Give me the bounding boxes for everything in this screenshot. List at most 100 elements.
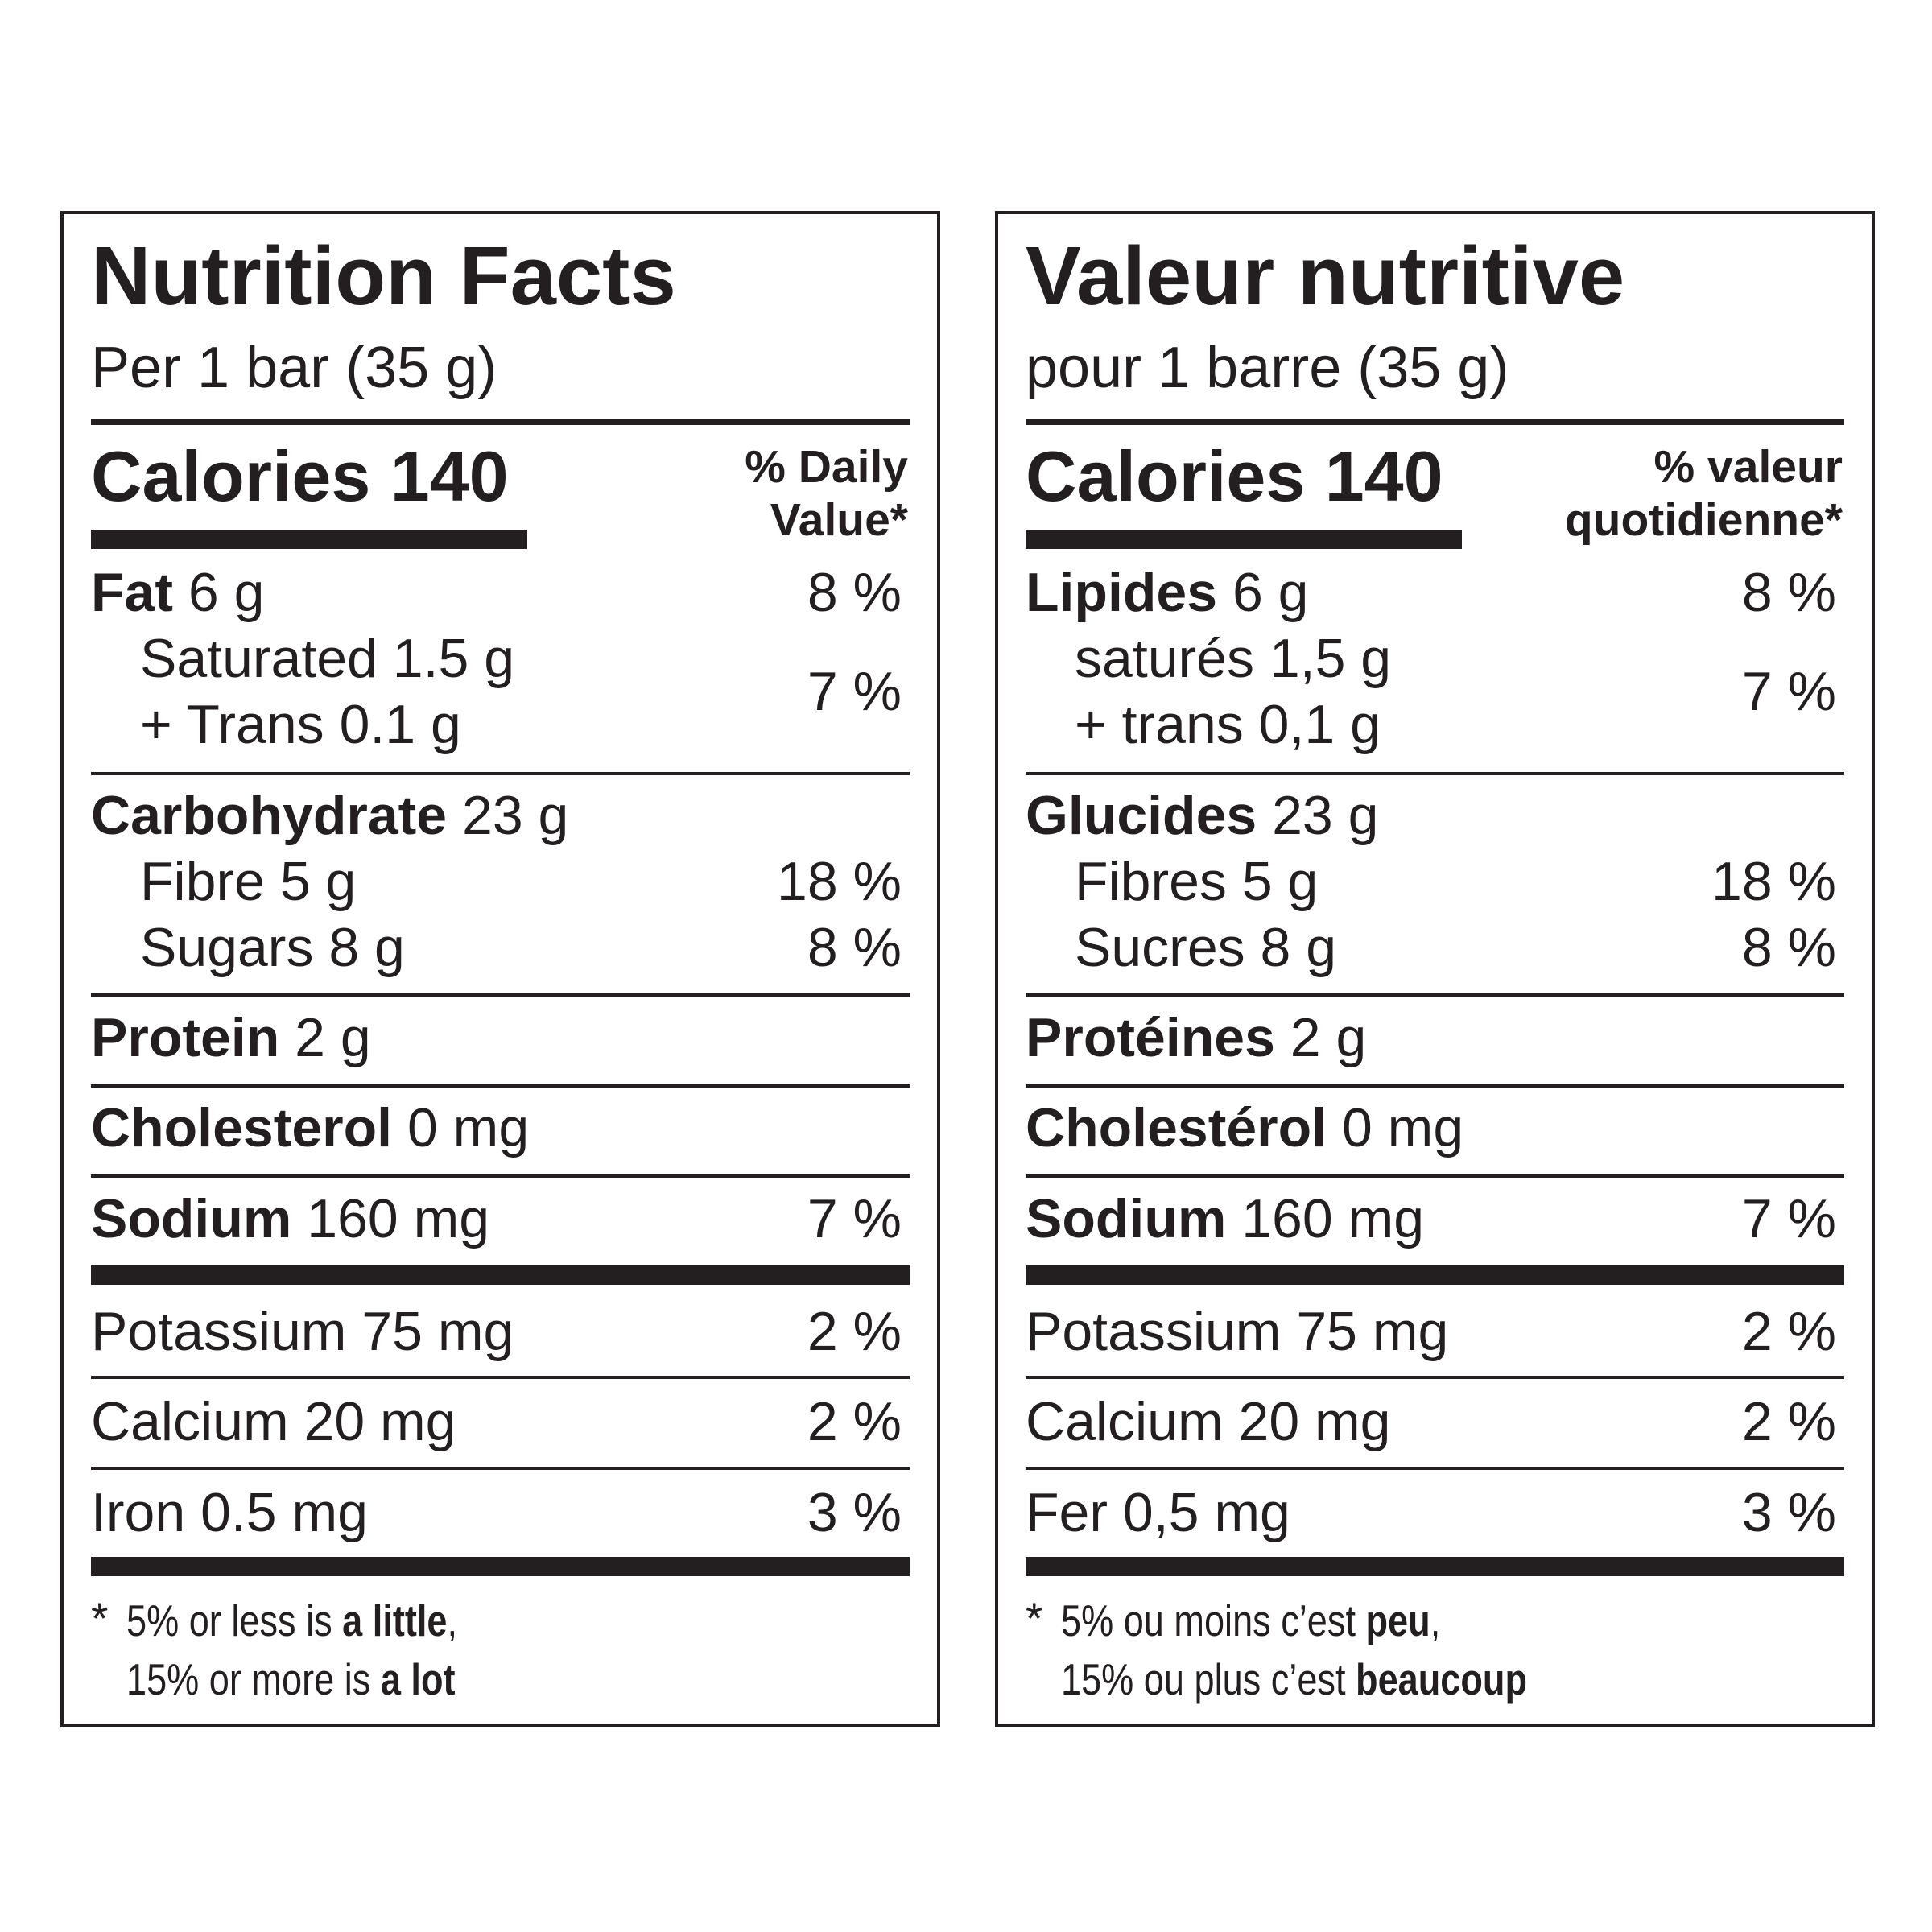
sodium-pct: 7 % (807, 1188, 902, 1249)
calcium-row: Calcium 20 mg (1026, 1391, 1391, 1452)
nutrition-facts-panel-english: Nutrition Facts Per 1 bar (35 g) Calorie… (60, 211, 940, 1727)
fibre-row: Fibre 5 g (140, 851, 357, 912)
daily-value-header: % Daily Value* (546, 441, 908, 547)
calcium-pct: 2 % (807, 1391, 902, 1452)
footnote2-bold: beaucoup (1356, 1654, 1528, 1704)
sugars-pct: 8 % (807, 917, 902, 978)
protein-label: Protein (91, 1007, 280, 1068)
sat-trans-pct: 7 % (807, 661, 902, 722)
serving-size: Per 1 bar (35 g) (91, 336, 497, 400)
thick-divider (91, 1265, 910, 1285)
fat-row: Lipides 6 g (1026, 560, 1308, 626)
thick-divider (91, 1557, 910, 1576)
thick-divider (1026, 1557, 1844, 1576)
fat-pct: 8 % (1741, 562, 1836, 623)
footnote-asterisk: * (91, 1593, 109, 1643)
calories-bar (1026, 530, 1462, 549)
trans-row: + trans 0,1 g (1075, 694, 1381, 755)
protein-label: Protéines (1026, 1007, 1275, 1068)
panel-title: Nutrition Facts (91, 229, 676, 322)
fibre-pct: 18 % (777, 851, 902, 912)
cholesterol-amount: 0 mg (1327, 1097, 1464, 1158)
footnote1-bold: a little (342, 1596, 448, 1645)
footnote-asterisk: * (1026, 1593, 1043, 1643)
daily-value-line1: % valeur (1653, 441, 1843, 493)
potassium-row: Potassium 75 mg (91, 1301, 514, 1362)
footnote1-bold: peu (1365, 1596, 1430, 1645)
sodium-row: Sodium 160 mg (91, 1187, 489, 1253)
divider (1026, 993, 1844, 997)
nutrition-facts-panel-french: Valeur nutritive pour 1 barre (35 g) Cal… (995, 211, 1875, 1727)
footnote1-text: 5% or less is (126, 1596, 343, 1645)
calories: Calories 140 (1026, 436, 1443, 516)
protein-amount: 2 g (279, 1007, 371, 1068)
iron-pct: 3 % (1741, 1482, 1836, 1543)
daily-value-line1: % Daily (745, 441, 908, 493)
sodium-pct: 7 % (1741, 1188, 1836, 1249)
sugars-row: Sugars 8 g (140, 917, 405, 978)
saturated-row: Saturated 1.5 g (140, 628, 515, 689)
divider (91, 419, 910, 425)
carbohydrate-amount: 23 g (447, 785, 569, 846)
calories-bar (91, 530, 527, 549)
trans-row: + Trans 0.1 g (140, 694, 461, 755)
fibre-row: Fibres 5 g (1075, 851, 1319, 912)
cholesterol-label: Cholesterol (91, 1097, 393, 1158)
iron-row: Iron 0.5 mg (91, 1482, 368, 1543)
divider (91, 772, 910, 775)
thick-divider (1026, 1265, 1844, 1285)
sodium-label: Sodium (91, 1188, 292, 1249)
potassium-pct: 2 % (807, 1301, 902, 1362)
daily-value-header: % valeur quotidienne* (1480, 441, 1843, 547)
calcium-row: Calcium 20 mg (91, 1391, 456, 1452)
sodium-label: Sodium (1026, 1188, 1227, 1249)
footnote1-end: , (1430, 1596, 1441, 1645)
saturated-row: saturés 1,5 g (1075, 628, 1392, 689)
serving-size: pour 1 barre (35 g) (1026, 336, 1509, 400)
sodium-amount: 160 mg (1226, 1188, 1425, 1249)
sugars-pct: 8 % (1741, 917, 1836, 978)
calcium-pct: 2 % (1741, 1391, 1836, 1452)
carbohydrate-label: Glucides (1026, 785, 1257, 846)
carbohydrate-label: Carbohydrate (91, 785, 448, 846)
divider (1026, 1084, 1844, 1088)
fat-amount: 6 g (173, 562, 265, 623)
iron-row: Fer 0,5 mg (1026, 1482, 1290, 1543)
sodium-amount: 160 mg (291, 1188, 490, 1249)
iron-pct: 3 % (807, 1482, 902, 1543)
footnote-line2: 15% ou plus c’est beaucoup (1061, 1651, 1527, 1709)
footnote2-text: 15% ou plus c’est (1061, 1654, 1356, 1704)
fat-pct: 8 % (807, 562, 902, 623)
divider (91, 1174, 910, 1178)
divider (1026, 1467, 1844, 1470)
divider (91, 993, 910, 997)
footnote-line2: 15% or more is a lot (126, 1651, 456, 1709)
sat-trans-pct: 7 % (1741, 661, 1836, 722)
sugars-row: Sucres 8 g (1075, 917, 1337, 978)
divider (91, 1084, 910, 1088)
footnote-line1: 5% or less is a little, (126, 1592, 457, 1650)
protein-row: Protéines 2 g (1026, 1005, 1366, 1071)
panel-title: Valeur nutritive (1026, 229, 1625, 322)
calories: Calories 140 (91, 436, 509, 516)
potassium-pct: 2 % (1741, 1301, 1836, 1362)
sodium-row: Sodium 160 mg (1026, 1187, 1424, 1253)
fat-amount: 6 g (1217, 562, 1309, 623)
protein-row: Protein 2 g (91, 1005, 371, 1071)
fat-label: Fat (91, 562, 173, 623)
potassium-row: Potassium 75 mg (1026, 1301, 1449, 1362)
footnote2-bold: a lot (380, 1654, 456, 1704)
divider (1026, 1174, 1844, 1178)
carbohydrate-row: Carbohydrate 23 g (91, 783, 568, 849)
protein-amount: 2 g (1274, 1007, 1367, 1068)
fat-row: Fat 6 g (91, 560, 264, 626)
divider (91, 1467, 910, 1470)
divider (91, 1376, 910, 1379)
cholesterol-label: Cholestérol (1026, 1097, 1327, 1158)
carbohydrate-amount: 23 g (1257, 785, 1379, 846)
footnote1-text: 5% ou moins c’est (1061, 1596, 1366, 1645)
footnote1-end: , (447, 1596, 458, 1645)
divider (1026, 1376, 1844, 1379)
footnote2-text: 15% or more is (126, 1654, 381, 1704)
cholesterol-amount: 0 mg (392, 1097, 530, 1158)
